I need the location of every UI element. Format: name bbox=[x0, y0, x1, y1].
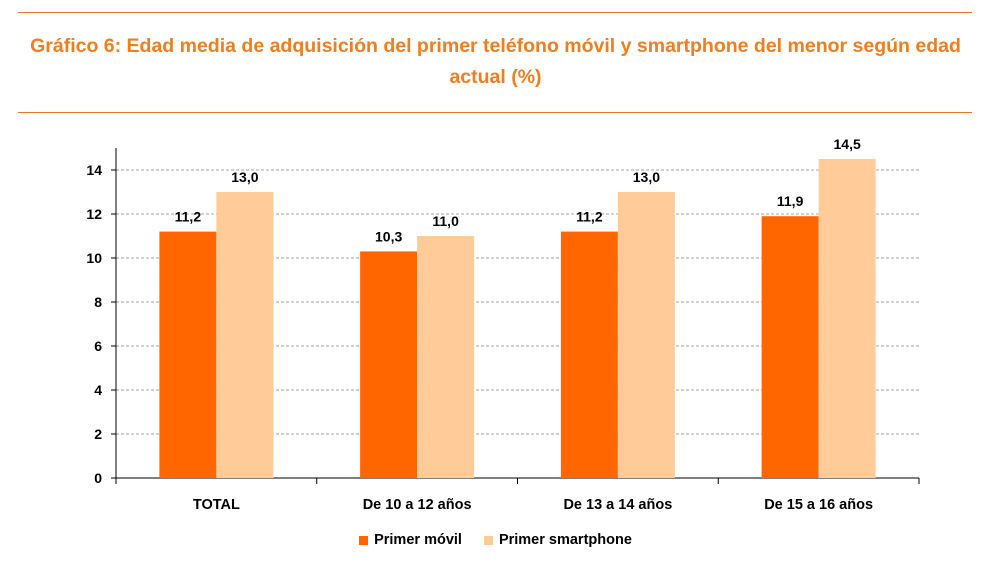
bar-chart: 0 2 4 6 8 10 12 14 11,2 13,0 TOTAL 10,3 11,0 De 10 a … bbox=[86, 136, 920, 513]
y-tick-label-12: 12 bbox=[86, 206, 102, 222]
data-label-series0-2: 11,2 bbox=[576, 209, 603, 225]
y-tick-label-2: 2 bbox=[94, 426, 102, 442]
category-label-0: TOTAL bbox=[193, 497, 240, 513]
bar-series1-2 bbox=[617, 192, 675, 478]
y-tick-label-4: 4 bbox=[94, 382, 102, 398]
legend-item-primer-movil: Primer móvil bbox=[359, 532, 462, 548]
bar-series1-3 bbox=[818, 159, 876, 478]
bar-series0-0 bbox=[159, 231, 217, 478]
legend-item-primer-smartphone: Primer smartphone bbox=[483, 532, 632, 548]
bar-series0-2 bbox=[560, 231, 618, 478]
category-label-1: De 10 a 12 años bbox=[363, 497, 472, 513]
data-label-series1-0: 13,0 bbox=[231, 169, 258, 185]
data-label-series1-1: 11,0 bbox=[432, 213, 459, 229]
legend-label-primer-movil: Primer móvil bbox=[374, 532, 462, 548]
bar-series0-3 bbox=[761, 216, 819, 478]
bar-series0-1 bbox=[360, 251, 418, 478]
legend-swatch-primer-smartphone bbox=[483, 535, 493, 545]
data-label-series0-1: 10,3 bbox=[375, 228, 402, 244]
data-label-series1-3: 14,5 bbox=[834, 136, 861, 152]
title-bottom-rule bbox=[18, 112, 972, 113]
category-label-2: De 13 a 14 años bbox=[563, 497, 672, 513]
y-tick-label-10: 10 bbox=[86, 250, 102, 266]
title-top-rule bbox=[18, 12, 972, 13]
y-tick-label-6: 6 bbox=[94, 338, 102, 354]
y-tick-label-0: 0 bbox=[94, 470, 102, 486]
legend-swatch-primer-movil bbox=[359, 535, 369, 545]
legend-label-primer-smartphone: Primer smartphone bbox=[498, 532, 632, 548]
category-label-3: De 15 a 16 años bbox=[764, 497, 873, 513]
y-tick-label-14: 14 bbox=[86, 162, 102, 178]
legend: Primer móvil Primer smartphone bbox=[0, 532, 991, 548]
bar-series1-0 bbox=[216, 192, 274, 478]
chart-title: Gráfico 6: Edad media de adquisición del… bbox=[30, 35, 961, 88]
data-label-series1-2: 13,0 bbox=[633, 169, 660, 185]
bar-series1-1 bbox=[417, 236, 475, 478]
data-label-series0-0: 11,2 bbox=[175, 209, 202, 225]
y-tick-label-8: 8 bbox=[94, 294, 102, 310]
data-label-series0-3: 11,9 bbox=[777, 193, 804, 209]
